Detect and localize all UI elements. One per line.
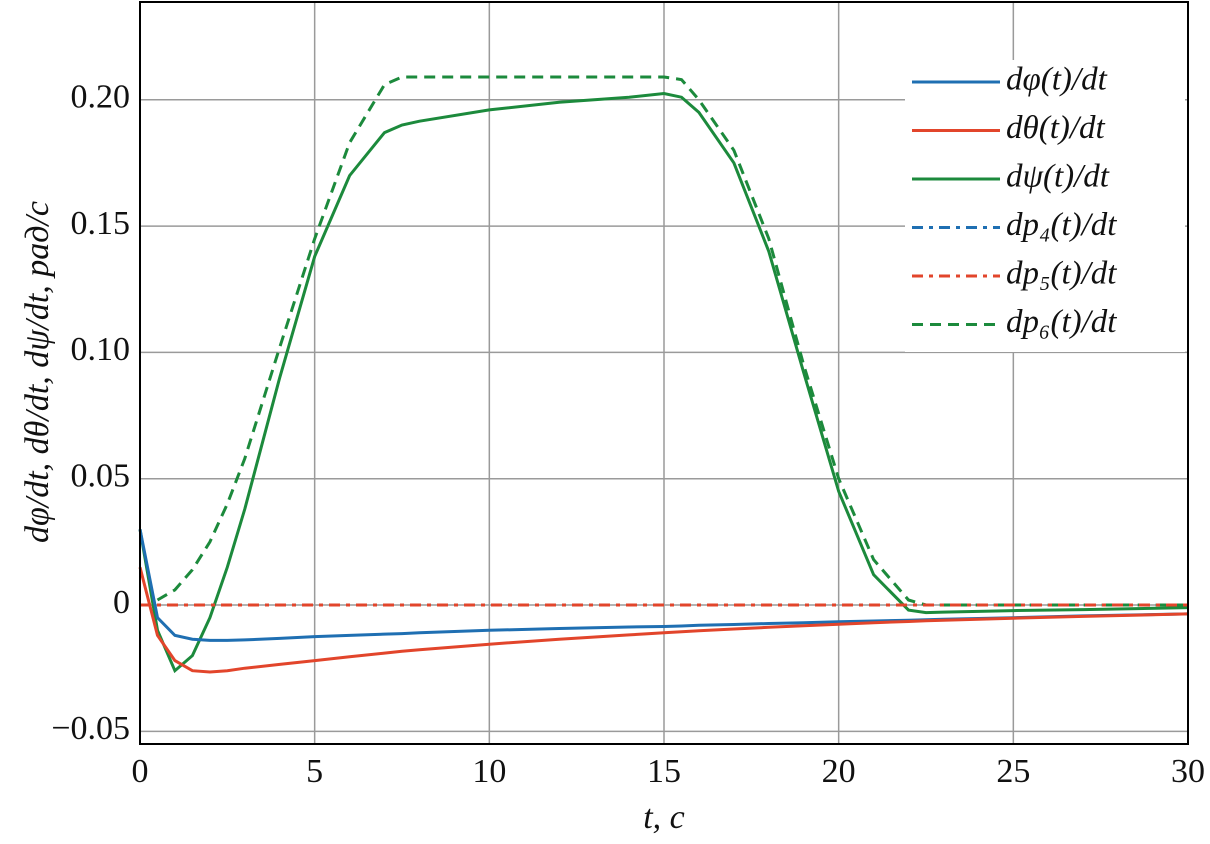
y-tick-label: 0 (113, 584, 130, 621)
y-tick-label: −0.05 (51, 710, 130, 747)
x-tick-label: 25 (996, 753, 1030, 790)
data-line (156, 75, 1188, 607)
data-line (138, 566, 1189, 674)
x-tick-label: 10 (472, 753, 506, 790)
legend: dφ(t)/dt dθ(t)/dt dψ(t)/dt dp₄(t)/dt dp₅(t)/… (905, 60, 1185, 352)
legend-label: dφ(t)/dt (1006, 62, 1108, 98)
y-axis-label: dφ/dt, dθ/dt, dψ/dt, рад/с (19, 201, 56, 543)
y-tick-label: 0.05 (71, 458, 131, 495)
y-tick-label: 0.15 (71, 205, 131, 242)
x-tick-label: 0 (132, 753, 149, 790)
x-axis-label: t, с (643, 799, 685, 836)
x-tick-label: 30 (1171, 753, 1205, 790)
y-tick-label: 0.10 (71, 331, 131, 368)
x-tick-label: 15 (647, 753, 681, 790)
legend-box (905, 60, 1185, 352)
legend-label: dp₅(t)/dt (1006, 256, 1117, 292)
legend-label: dψ(t)/dt (1006, 159, 1110, 195)
legend-label: dθ(t)/dt (1006, 110, 1106, 146)
legend-label: dp₄(t)/dt (1006, 207, 1117, 243)
y-tick-label: 0.20 (71, 79, 131, 116)
legend-label: dp₆(t)/dt (1006, 304, 1117, 340)
data-line (138, 91, 1189, 674)
x-tick-label: 5 (306, 753, 323, 790)
x-tick-label: 20 (822, 753, 856, 790)
plot-border (139, 1, 1189, 745)
